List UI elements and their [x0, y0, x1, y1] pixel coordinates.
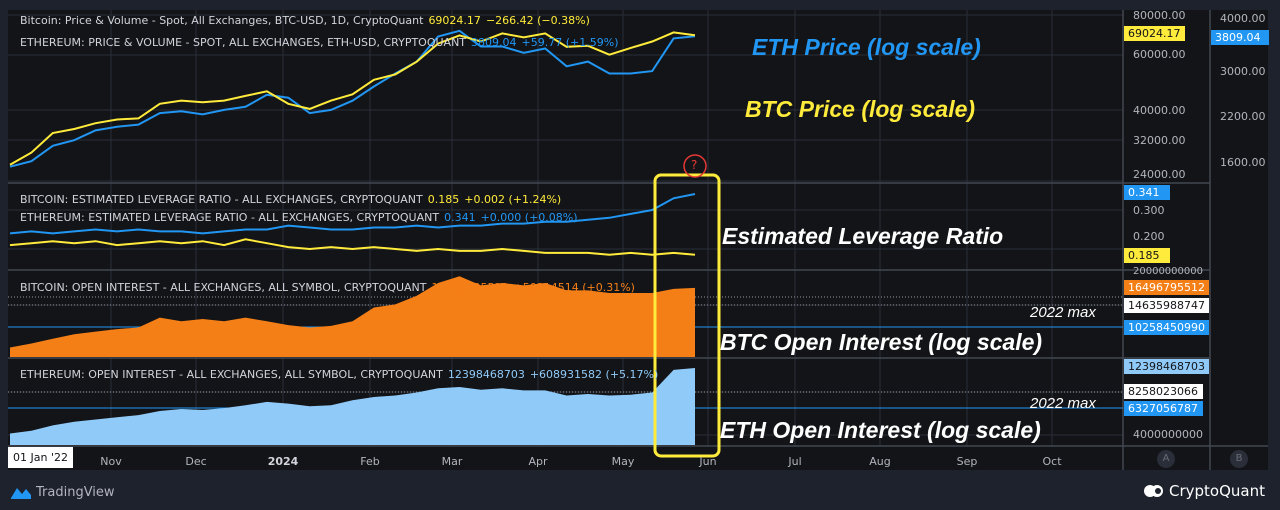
price-tag-btc-oi-line: 10258450990 — [1124, 320, 1209, 335]
legend-eth-leverage[interactable]: ETHEREUM: ESTIMATED LEVERAGE RATIO - ALL… — [20, 211, 578, 224]
annotation-2022-max-btc: 2022 max — [1030, 304, 1096, 321]
axis-tick: 0.300 — [1133, 204, 1165, 217]
btc-leverage-series — [9, 238, 696, 256]
question-mark: ? — [691, 158, 698, 172]
legend-btc-leverage[interactable]: BITCOIN: ESTIMATED LEVERAGE RATIO - ALL … — [20, 193, 561, 206]
time-axis-label: May — [611, 455, 635, 468]
price-tag-btc-oi-max: 14635988747 — [1124, 298, 1209, 313]
cryptoquant-icon — [1144, 485, 1163, 497]
annotation-2022-max-eth: 2022 max — [1030, 395, 1096, 412]
axis-tick: 80000.00 — [1133, 9, 1186, 22]
eth-leverage-series — [9, 193, 696, 235]
tradingview-logo[interactable]: TradingView — [10, 484, 115, 500]
time-axis-label: Oct — [1042, 455, 1062, 468]
cryptoquant-logo: CryptoQuant — [1143, 482, 1265, 500]
legend-title: BITCOIN: OPEN INTEREST - ALL EXCHANGES, … — [20, 281, 427, 294]
btc-open-interest-series — [10, 276, 695, 357]
legend-title: ETHEREUM: PRICE & VOLUME - SPOT, ALL EXC… — [20, 36, 467, 49]
legend-title: ETHEREUM: OPEN INTEREST - ALL EXCHANGES,… — [20, 368, 443, 381]
axis-tick: 20000000000 — [1133, 266, 1203, 277]
date-badge: 01 Jan '22 — [8, 447, 73, 468]
time-axis-label: Dec — [185, 455, 207, 468]
time-axis-label: Mar — [441, 455, 463, 468]
axis-tick: 32000.00 — [1133, 134, 1186, 147]
axis-tick: 24000.00 — [1133, 168, 1186, 181]
legend-btc-price[interactable]: Bitcoin: Price & Volume - Spot, All Exch… — [20, 14, 590, 27]
legend-value: 0.341 — [444, 211, 476, 224]
question-marker[interactable] — [683, 154, 707, 178]
legend-change: +0.002 (+1.24%) — [464, 193, 562, 206]
axis-tick: 1600.00 — [1220, 156, 1266, 169]
legend-change: +59.77 (+1.59%) — [521, 36, 619, 49]
legend-value: 16496795512 — [431, 281, 509, 294]
price-tag-btc-oi: 16496795512 — [1124, 280, 1209, 295]
price-tag-eth-leverage: 0.341 — [1124, 185, 1170, 200]
chart-background — [8, 10, 1268, 470]
time-axis-label: Apr — [528, 455, 548, 468]
btc-price-series — [9, 31, 696, 166]
scale-b-button[interactable]: B — [1230, 450, 1248, 468]
axis-tick: 2200.00 — [1220, 110, 1266, 123]
legend-eth-price[interactable]: ETHEREUM: PRICE & VOLUME - SPOT, ALL EXC… — [20, 36, 618, 49]
annotation-btc-price: BTC Price (log scale) — [745, 96, 976, 122]
tradingview-icon — [11, 488, 31, 499]
annotation-btc-oi: BTC Open Interest (log scale) — [720, 329, 1043, 355]
auto-scale-button[interactable]: A — [1157, 450, 1175, 468]
legend-change: +608931582 (+5.17%) — [529, 368, 659, 381]
time-axis-label: Aug — [869, 455, 891, 468]
eth-open-interest-series — [10, 368, 695, 445]
axis-tick: 60000.00 — [1133, 48, 1186, 61]
legend-value: 3809.04 — [471, 36, 517, 49]
legend-eth-oi[interactable]: ETHEREUM: OPEN INTEREST - ALL EXCHANGES,… — [20, 368, 658, 381]
legend-title: BITCOIN: ESTIMATED LEVERAGE RATIO - ALL … — [20, 193, 423, 206]
price-tag-eth: 3809.04 — [1211, 30, 1269, 45]
legend-title: ETHEREUM: ESTIMATED LEVERAGE RATIO - ALL… — [20, 211, 440, 224]
price-tag-eth-oi-line: 6327056787 — [1124, 401, 1203, 416]
time-axis-label: Feb — [360, 455, 380, 468]
price-tag-eth-oi: 12398468703 — [1124, 359, 1209, 374]
axis-tick: 0.200 — [1133, 230, 1165, 243]
annotation-leverage: Estimated Leverage Ratio — [722, 223, 1004, 249]
axis-tick: 40000.00 — [1133, 104, 1186, 117]
eth-price-series — [9, 29, 696, 168]
legend-title: Bitcoin: Price & Volume - Spot, All Exch… — [20, 14, 424, 27]
time-axis-label: Nov — [100, 455, 122, 468]
legend-change: +0.000 (+0.08%) — [480, 211, 578, 224]
annotation-eth-oi: ETH Open Interest (log scale) — [720, 417, 1041, 443]
legend-value: 69024.17 — [428, 14, 481, 27]
annotation-eth-price: ETH Price (log scale) — [752, 34, 981, 60]
legend-value: 12398468703 — [447, 368, 525, 381]
axis-tick: 4000.00 — [1220, 12, 1266, 25]
cryptoquant-label: CryptoQuant — [1169, 482, 1265, 500]
time-axis-label: Jul — [788, 455, 802, 468]
time-axis-label: 2024 — [267, 455, 299, 468]
price-tag-btc: 69024.17 — [1124, 26, 1185, 41]
highlight-box — [653, 173, 721, 458]
pane-separators[interactable] — [8, 10, 1268, 470]
time-axis-label: Sep — [956, 455, 978, 468]
axis-tick: 4000000000 — [1133, 428, 1203, 441]
legend-change: +50314514 (+0.31%) — [513, 281, 635, 294]
legend-btc-oi[interactable]: BITCOIN: OPEN INTEREST - ALL EXCHANGES, … — [20, 281, 635, 294]
price-tag-eth-oi-max: 8258023066 — [1124, 384, 1203, 399]
legend-change: −266.42 (−0.38%) — [485, 14, 590, 27]
price-tag-btc-leverage: 0.185 — [1124, 248, 1170, 263]
time-axis-label: Jun — [699, 455, 717, 468]
legend-value: 0.185 — [427, 193, 460, 206]
axis-tick: 3000.00 — [1220, 65, 1266, 78]
tradingview-label: TradingView — [36, 484, 115, 500]
